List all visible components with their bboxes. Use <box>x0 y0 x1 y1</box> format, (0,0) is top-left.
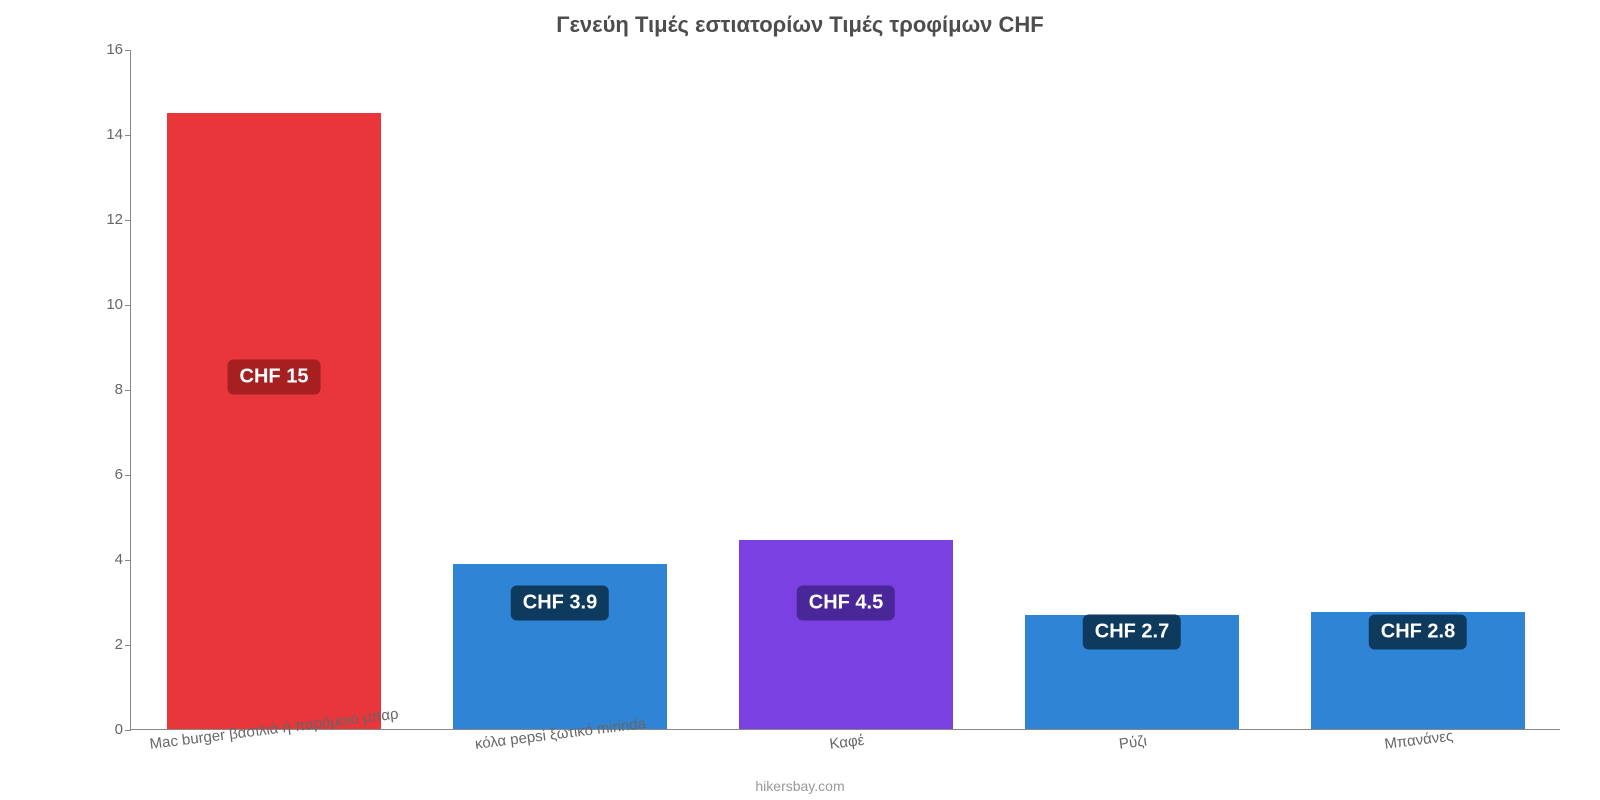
y-tick-label: 16 <box>83 41 123 58</box>
y-tick-mark <box>125 645 131 646</box>
value-badge: CHF 2.8 <box>1369 615 1467 650</box>
bar <box>739 540 954 729</box>
y-tick-label: 4 <box>83 551 123 568</box>
bar <box>167 113 382 729</box>
y-tick-mark <box>125 135 131 136</box>
x-axis-label: Καφέ <box>829 732 866 753</box>
x-axis-label: Ρύζι <box>1118 733 1148 753</box>
y-tick-label: 6 <box>83 466 123 483</box>
y-tick-mark <box>125 560 131 561</box>
y-tick-mark <box>125 475 131 476</box>
y-tick-mark <box>125 390 131 391</box>
x-axis-label: Μπανάνες <box>1384 728 1454 753</box>
y-tick-mark <box>125 220 131 221</box>
y-tick-label: 10 <box>83 296 123 313</box>
y-tick-label: 8 <box>83 381 123 398</box>
value-badge: CHF 4.5 <box>797 585 895 620</box>
chart-container: Γενεύη Τιμές εστιατορίων Τιμές τροφίμων … <box>0 0 1600 800</box>
y-tick-mark <box>125 305 131 306</box>
y-tick-label: 12 <box>83 211 123 228</box>
chart-title: Γενεύη Τιμές εστιατορίων Τιμές τροφίμων … <box>0 12 1600 38</box>
plot-area: 0246810121416CHF 15Mac burger βασιλιά ή … <box>130 50 1560 730</box>
value-badge: CHF 15 <box>228 360 321 395</box>
attribution-text: hikersbay.com <box>0 778 1600 794</box>
y-tick-label: 2 <box>83 636 123 653</box>
y-tick-label: 0 <box>83 721 123 738</box>
value-badge: CHF 2.7 <box>1083 615 1181 650</box>
y-tick-mark <box>125 730 131 731</box>
y-tick-label: 14 <box>83 126 123 143</box>
y-tick-mark <box>125 50 131 51</box>
value-badge: CHF 3.9 <box>511 585 609 620</box>
